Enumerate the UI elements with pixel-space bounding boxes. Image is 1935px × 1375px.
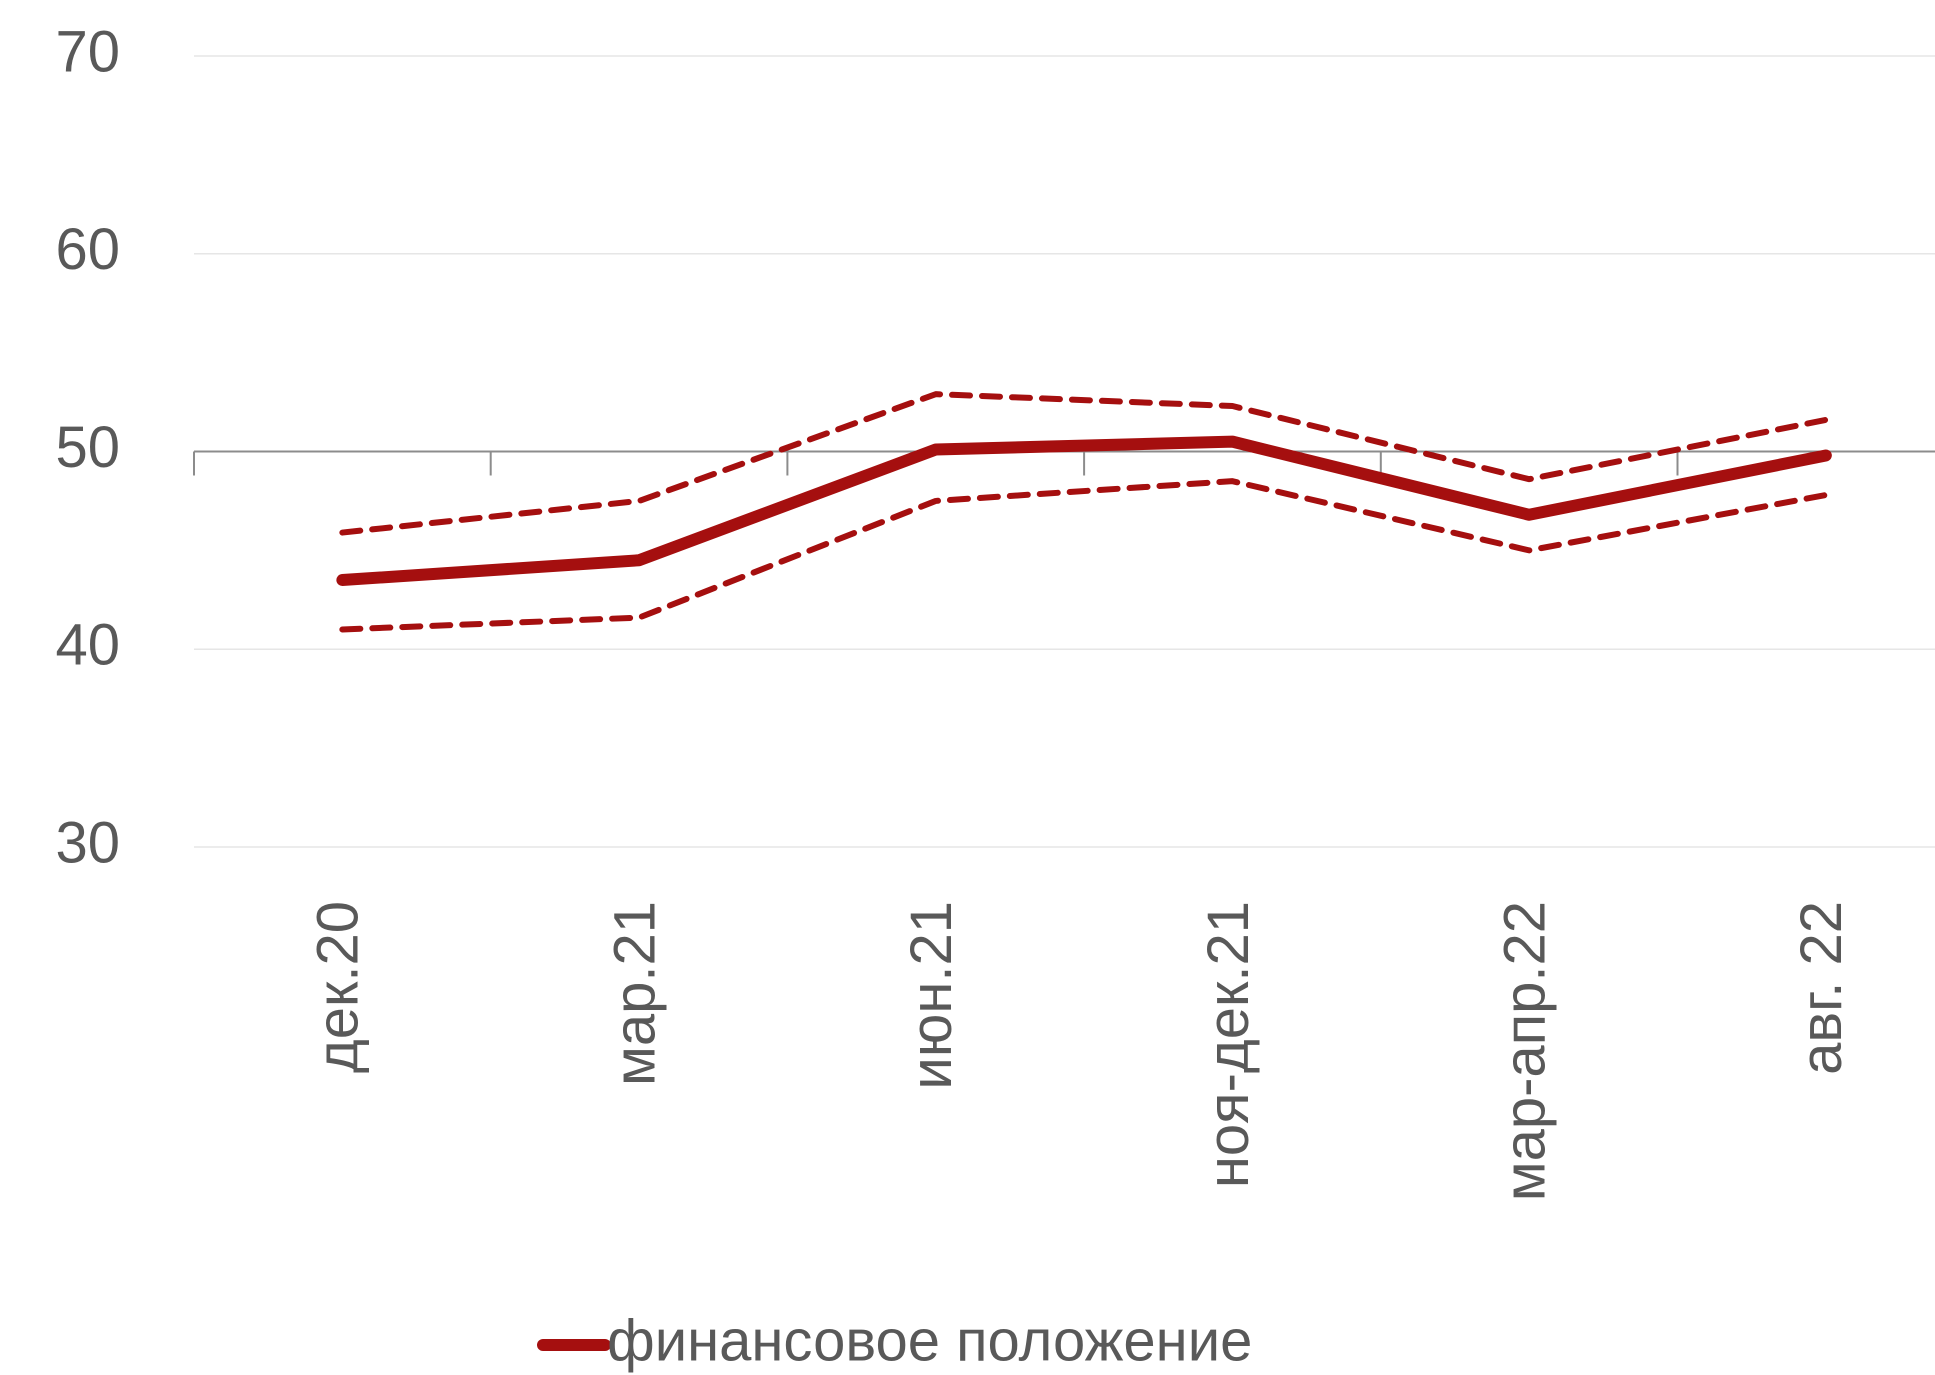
series-line: [339, 391, 1829, 536]
series-line: [339, 478, 1829, 633]
series-line: [336, 435, 1832, 587]
x-tick-label: авг. 22: [1789, 901, 1854, 1075]
y-tick-label: 40: [55, 613, 120, 678]
y-tick-label: 50: [55, 415, 120, 480]
y-tick-label: 70: [55, 19, 120, 84]
legend-label: финансовое положение: [607, 1308, 1252, 1373]
x-tick-label: дек.20: [306, 901, 371, 1073]
y-tick-label: 30: [55, 810, 120, 875]
x-tick-label: июн.21: [899, 901, 964, 1090]
y-tick-label: 60: [55, 217, 120, 282]
x-tick-label: мар-апр.22: [1492, 901, 1557, 1201]
x-tick-label: мар.21: [602, 901, 667, 1086]
x-tick-label: ноя-дек.21: [1196, 901, 1261, 1188]
